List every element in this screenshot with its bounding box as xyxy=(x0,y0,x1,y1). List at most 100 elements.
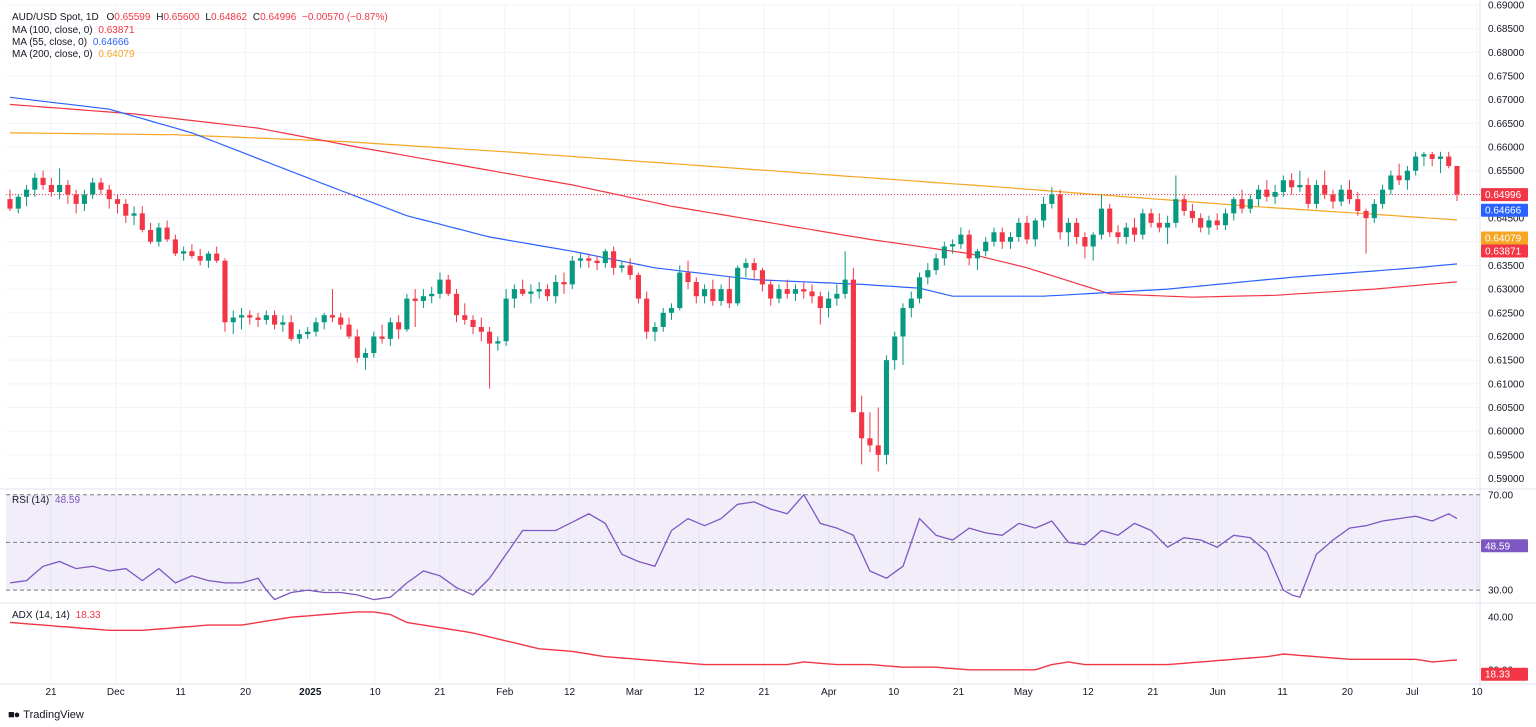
candle xyxy=(908,291,914,318)
ma55-legend[interactable]: MA (55, close, 0) 0.64666 xyxy=(12,37,129,48)
candle-body xyxy=(916,277,923,299)
candlestick-series[interactable] xyxy=(7,151,1460,472)
price-tag: 0.63871 xyxy=(1481,244,1528,258)
candle-body xyxy=(826,298,832,309)
candle-body xyxy=(652,327,658,332)
candle xyxy=(272,310,278,330)
candle xyxy=(577,253,584,268)
price-tick-label: 0.66500 xyxy=(1488,119,1525,130)
candle xyxy=(1264,180,1270,202)
adx-value: 18.33 xyxy=(75,610,101,621)
candle xyxy=(172,234,178,256)
candle-body xyxy=(1156,222,1162,228)
candle xyxy=(569,255,575,290)
candle-body xyxy=(487,331,493,344)
candle xyxy=(1396,163,1402,185)
ma100-legend[interactable]: MA (100, close, 0) 0.63871 xyxy=(12,25,135,36)
candle xyxy=(809,284,815,304)
candle-body xyxy=(90,182,96,195)
candle-body xyxy=(346,324,352,337)
open-label: O xyxy=(106,12,115,23)
candle-body xyxy=(544,289,551,297)
candle-body xyxy=(1032,220,1038,240)
adx-legend[interactable]: ADX (14, 14) 18.33 xyxy=(12,610,101,621)
candle xyxy=(759,267,766,292)
price-tag-bg xyxy=(1481,231,1528,245)
candle-body xyxy=(850,279,856,413)
candle xyxy=(57,168,63,200)
candle-body xyxy=(164,227,170,240)
candle-body xyxy=(1396,175,1402,181)
candle-body xyxy=(156,227,162,242)
candle-body xyxy=(470,319,476,327)
candle xyxy=(470,315,476,335)
candle-body xyxy=(1380,189,1386,204)
candle-body xyxy=(701,289,708,297)
candle-body xyxy=(511,289,517,299)
candle xyxy=(462,303,468,325)
candle-body xyxy=(445,279,451,294)
candle xyxy=(296,329,302,344)
candle-body xyxy=(611,251,617,268)
candle-body xyxy=(1024,222,1030,240)
candle xyxy=(950,239,956,254)
candle xyxy=(867,412,873,453)
time-tick-label: 21 xyxy=(45,687,57,698)
price-tick-label: 0.62500 xyxy=(1488,308,1525,319)
candle-body xyxy=(751,263,757,271)
candle-body xyxy=(189,251,195,256)
price-tick-label: 0.65500 xyxy=(1488,166,1525,177)
ma100-line xyxy=(9,103,1458,298)
candle xyxy=(941,241,947,266)
tradingview-logo[interactable]: ■● TradingView xyxy=(8,709,84,721)
tradingview-name: TradingView xyxy=(23,709,84,721)
candle xyxy=(544,284,551,301)
candle-body xyxy=(776,289,782,299)
candle xyxy=(1007,232,1014,249)
candle-body xyxy=(1041,203,1047,221)
candle xyxy=(396,315,402,339)
candle-body xyxy=(1057,194,1063,233)
candle xyxy=(1090,232,1096,261)
candle-body xyxy=(677,272,683,309)
oscillator-lines xyxy=(9,493,1458,671)
candle xyxy=(247,310,253,325)
candle-body xyxy=(1363,210,1369,219)
candle xyxy=(1049,187,1055,209)
price-tick-label: 0.64500 xyxy=(1488,214,1525,225)
candle-body xyxy=(875,445,881,455)
candle xyxy=(1272,184,1278,204)
candle xyxy=(561,272,567,294)
candle-body xyxy=(1198,218,1204,228)
candle xyxy=(619,260,625,273)
candle xyxy=(404,293,410,332)
candle xyxy=(1206,215,1212,235)
candle xyxy=(148,222,154,245)
ma200-legend[interactable]: MA (200, close, 0) 0.64079 xyxy=(12,49,135,60)
ma100-label: MA (100, close, 0) xyxy=(12,25,93,36)
candle-body xyxy=(974,251,980,259)
candle xyxy=(305,327,311,339)
candle xyxy=(263,310,269,325)
candle xyxy=(1214,213,1220,230)
candle xyxy=(40,170,46,190)
candle-body xyxy=(98,182,104,190)
rsi-value-tag: 48.59 xyxy=(1481,539,1528,553)
candle-body xyxy=(1082,237,1088,247)
candle-body xyxy=(354,336,360,358)
candle xyxy=(1380,184,1386,209)
candle xyxy=(1115,225,1121,245)
candle xyxy=(635,272,641,304)
candle xyxy=(701,284,708,304)
candle-body xyxy=(338,317,344,325)
candle-body xyxy=(528,291,534,294)
candle-body xyxy=(57,184,63,193)
candle-body xyxy=(817,296,823,309)
rsi-legend[interactable]: RSI (14) 48.59 xyxy=(12,495,80,506)
adx-value-tag-text: 18.33 xyxy=(1485,670,1510,681)
candle-body xyxy=(329,315,336,318)
candle-body xyxy=(859,412,865,439)
candle-body xyxy=(660,312,666,327)
candle-body xyxy=(627,265,633,275)
